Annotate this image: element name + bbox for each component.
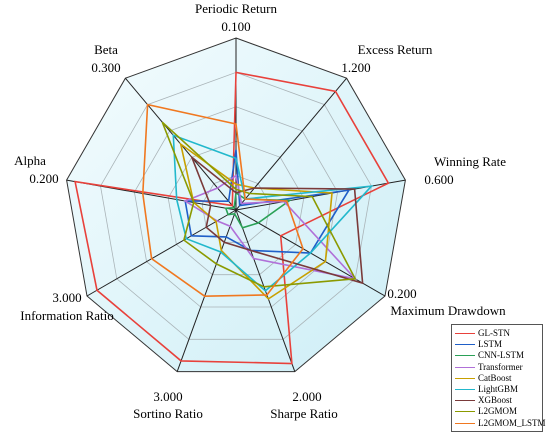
axis-max-winning-rate: 0.600 [424, 172, 453, 187]
series-lstm [184, 149, 351, 254]
legend-item: L2GMOM_LSTM [455, 418, 546, 429]
legend-label: CNN-LSTM [478, 350, 525, 361]
series-catboost [179, 142, 333, 300]
radar-ring [167, 140, 305, 276]
axis-label-periodic-return: Periodic Return [195, 1, 277, 16]
axis-max-periodic-return: 0.100 [221, 19, 250, 34]
series-xgboost [189, 154, 364, 285]
legend-item: XGBoost [455, 395, 539, 406]
series-l2gmom-lstm [141, 103, 304, 298]
legend-item: LightGBM [455, 384, 539, 395]
axis-max-sharpe-ratio: 2.000 [292, 389, 321, 404]
radar-series [74, 71, 390, 365]
legend-item: LSTM [455, 339, 539, 350]
legend-swatch [455, 400, 475, 402]
radar-ring [133, 106, 339, 308]
legend-label: CatBoost [478, 372, 512, 383]
axis-label-information-ratio: Information Ratio [20, 308, 114, 323]
legend-label: GL-STN [478, 328, 510, 339]
axis-label-sharpe-ratio: Sharpe Ratio [270, 406, 338, 421]
series-gl-stn [74, 71, 390, 365]
radar-spoke [86, 209, 237, 297]
axis-label-beta: Beta [94, 42, 118, 57]
radar-spoke [235, 179, 406, 211]
legend-item: L2GMOM [455, 406, 539, 417]
legend-item: Transformer [455, 362, 539, 373]
axis-max-excess-return: 1.200 [341, 60, 370, 75]
series-l2gmom [161, 121, 357, 288]
axis-label-alpha: Alpha [14, 153, 46, 168]
legend-swatch [455, 344, 475, 346]
series-transformer [183, 174, 358, 281]
legend-swatch [455, 422, 475, 424]
legend-item: CatBoost [455, 373, 539, 384]
legend-swatch [455, 366, 475, 368]
legend-label: LightGBM [478, 384, 519, 395]
axis-max-beta: 0.300 [91, 60, 120, 75]
legend-label: L2GMOM_LSTM [478, 417, 546, 428]
legend-swatch [455, 377, 475, 379]
legend-label: L2GMOM [478, 406, 518, 417]
axis-max-information-ratio: 3.000 [52, 290, 81, 305]
axis-label-winning-rate: Winning Rate [434, 154, 506, 169]
legend: GL-STN LSTM CNN-LSTM Transformer CatBoost Lig… [451, 324, 546, 432]
axis-max-alpha: 0.200 [29, 171, 58, 186]
legend-swatch [455, 355, 475, 357]
axis-label-maximum-drawdown: Maximum Drawdown [390, 303, 506, 318]
legend-swatch [455, 411, 475, 413]
legend-item: CNN-LSTM [455, 350, 539, 361]
legend-swatch [455, 389, 475, 391]
axis-label-excess-return: Excess Return [358, 42, 433, 57]
legend-label: Transformer [478, 361, 523, 372]
radar-ring [100, 71, 372, 340]
radar-ring [66, 37, 406, 373]
radar-axis-labels: Periodic Return 0.100 Excess Return 1.200 Wi… [14, 1, 506, 421]
axis-max-sortino-ratio: 3.000 [153, 389, 182, 404]
series-lightgbm [172, 134, 374, 292]
axis-label-sortino-ratio: Sortino Ratio [133, 406, 203, 421]
legend-label: XGBoost [478, 395, 513, 406]
legend-swatch [455, 333, 475, 335]
legend-item: GL-STN [455, 328, 539, 339]
legend-label: LSTM [478, 339, 503, 350]
axis-max-maximum-drawdown: 0.200 [387, 286, 416, 301]
